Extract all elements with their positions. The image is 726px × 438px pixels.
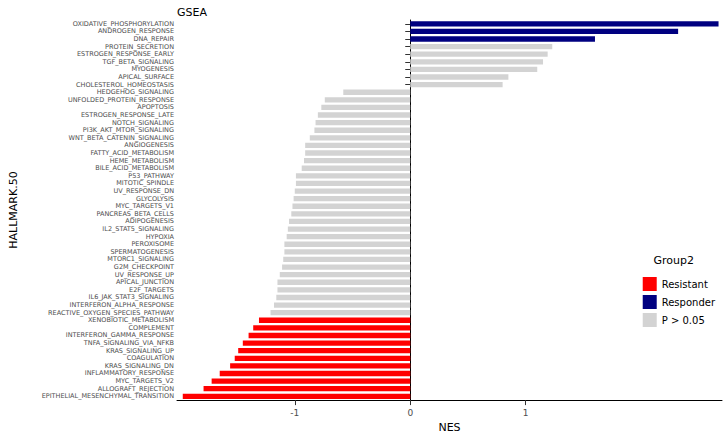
svg-text:P > 0.05: P > 0.05 [662,315,705,326]
svg-text:UNFOLDED_PROTEIN_RESPONSE: UNFOLDED_PROTEIN_RESPONSE [68,95,174,104]
svg-text:MTORC1_SIGNALING: MTORC1_SIGNALING [107,255,174,264]
svg-text:CHOLESTEROL_HOMEOSTASIS: CHOLESTEROL_HOMEOSTASIS [76,80,174,89]
svg-text:EPITHELIAL_MESENCHYMAL_TRANSIT: EPITHELIAL_MESENCHYMAL_TRANSITION [42,392,174,400]
svg-text:KRAS_SIGNALING_UP: KRAS_SIGNALING_UP [105,346,174,355]
svg-text:INFLAMMATORY_RESPONSE: INFLAMMATORY_RESPONSE [84,369,174,378]
svg-text:MYC_TARGETS_V1: MYC_TARGETS_V1 [115,202,174,211]
svg-text:WNT_BETA_CATENIN_SIGNALING: WNT_BETA_CATENIN_SIGNALING [68,133,174,142]
svg-text:NES: NES [438,421,460,434]
svg-text:ANGIOGENESIS: ANGIOGENESIS [124,141,174,150]
svg-text:G2M_CHECKPOINT: G2M_CHECKPOINT [113,263,174,272]
svg-text:PANCREAS_BETA_CELLS: PANCREAS_BETA_CELLS [96,209,174,218]
svg-text:ESTROGEN_RESPONSE_LATE: ESTROGEN_RESPONSE_LATE [81,111,174,119]
svg-text:PI3K_AKT_MTOR_SIGNALING: PI3K_AKT_MTOR_SIGNALING [82,126,174,135]
svg-text:IL2_STAT5_SIGNALING: IL2_STAT5_SIGNALING [102,225,174,234]
svg-text:APICAL_JUNCTION: APICAL_JUNCTION [115,278,174,287]
svg-text:BILE_ACID_METABOLISM: BILE_ACID_METABOLISM [95,164,174,173]
svg-text:IL6_JAK_STAT3_SIGNALING: IL6_JAK_STAT3_SIGNALING [88,293,174,302]
svg-text:Group2: Group2 [654,254,695,267]
svg-text:COMPLEMENT: COMPLEMENT [128,323,174,332]
svg-text:UV_RESPONSE_DN: UV_RESPONSE_DN [113,187,174,195]
svg-text:ANDROGEN_RESPONSE: ANDROGEN_RESPONSE [97,27,174,36]
svg-text:HEME_METABOLISM: HEME_METABOLISM [109,156,174,165]
svg-text:ADIPOGENESIS: ADIPOGENESIS [125,217,174,226]
svg-text:COAGULATION: COAGULATION [126,354,174,363]
svg-text:Resistant: Resistant [662,279,708,290]
svg-text:1: 1 [523,408,529,418]
svg-text:TNFA_SIGNALING_VIA_NFKB: TNFA_SIGNALING_VIA_NFKB [83,339,174,348]
svg-text:XENOBIOTIC_METABOLISM: XENOBIOTIC_METABOLISM [87,316,174,325]
svg-text:OXIDATIVE_PHOSPHORYLATION: OXIDATIVE_PHOSPHORYLATION [72,19,174,28]
svg-text:SPERMATOGENESIS: SPERMATOGENESIS [110,247,174,256]
svg-text:DNA_REPAIR: DNA_REPAIR [133,35,174,43]
svg-text:HALLMARK.50: HALLMARK.50 [7,171,20,248]
svg-text:INTERFERON_GAMMA_RESPONSE: INTERFERON_GAMMA_RESPONSE [65,331,174,340]
svg-text:Responder: Responder [662,297,716,308]
svg-text:TGF_BETA_SIGNALING: TGF_BETA_SIGNALING [102,57,174,66]
svg-text:HYPOXIA: HYPOXIA [145,232,174,241]
svg-text:MYOGENESIS: MYOGENESIS [131,65,174,74]
svg-text:PROTEIN_SECRETION: PROTEIN_SECRETION [105,42,174,51]
svg-text:UV_RESPONSE_UP: UV_RESPONSE_UP [114,270,174,279]
svg-text:FATTY_ACID_METABOLISM: FATTY_ACID_METABOLISM [90,149,174,157]
svg-text:REACTIVE_OXYGEN_SPECIES_PATHWA: REACTIVE_OXYGEN_SPECIES_PATHWAY [48,308,174,317]
svg-text:MITOTIC_SPINDLE: MITOTIC_SPINDLE [116,179,174,188]
svg-text:GSEA: GSEA [177,6,207,19]
svg-text:P53_PATHWAY: P53_PATHWAY [128,171,174,180]
svg-text:0: 0 [407,408,413,418]
svg-text:HEDGEHOG_SIGNALING: HEDGEHOG_SIGNALING [96,88,174,97]
svg-text:MYC_TARGETS_V2: MYC_TARGETS_V2 [115,377,174,386]
svg-text:NOTCH_SIGNALING: NOTCH_SIGNALING [111,118,174,127]
svg-text:ALLOGRAFT_REJECTION: ALLOGRAFT_REJECTION [97,384,174,393]
svg-text:APOPTOSIS: APOPTOSIS [137,103,174,112]
svg-text:INTERFERON_ALPHA_RESPONSE: INTERFERON_ALPHA_RESPONSE [69,301,174,310]
svg-text:PEROXISOME: PEROXISOME [131,240,174,249]
svg-text:E2F_TARGETS: E2F_TARGETS [129,285,174,294]
svg-text:APICAL_SURFACE: APICAL_SURFACE [118,73,174,81]
svg-text:GLYCOLYSIS: GLYCOLYSIS [136,194,174,203]
svg-text:KRAS_SIGNALING_DN: KRAS_SIGNALING_DN [104,361,174,370]
svg-text:-1: -1 [290,408,299,418]
svg-text:ESTROGEN_RESPONSE_EARLY: ESTROGEN_RESPONSE_EARLY [77,50,174,59]
